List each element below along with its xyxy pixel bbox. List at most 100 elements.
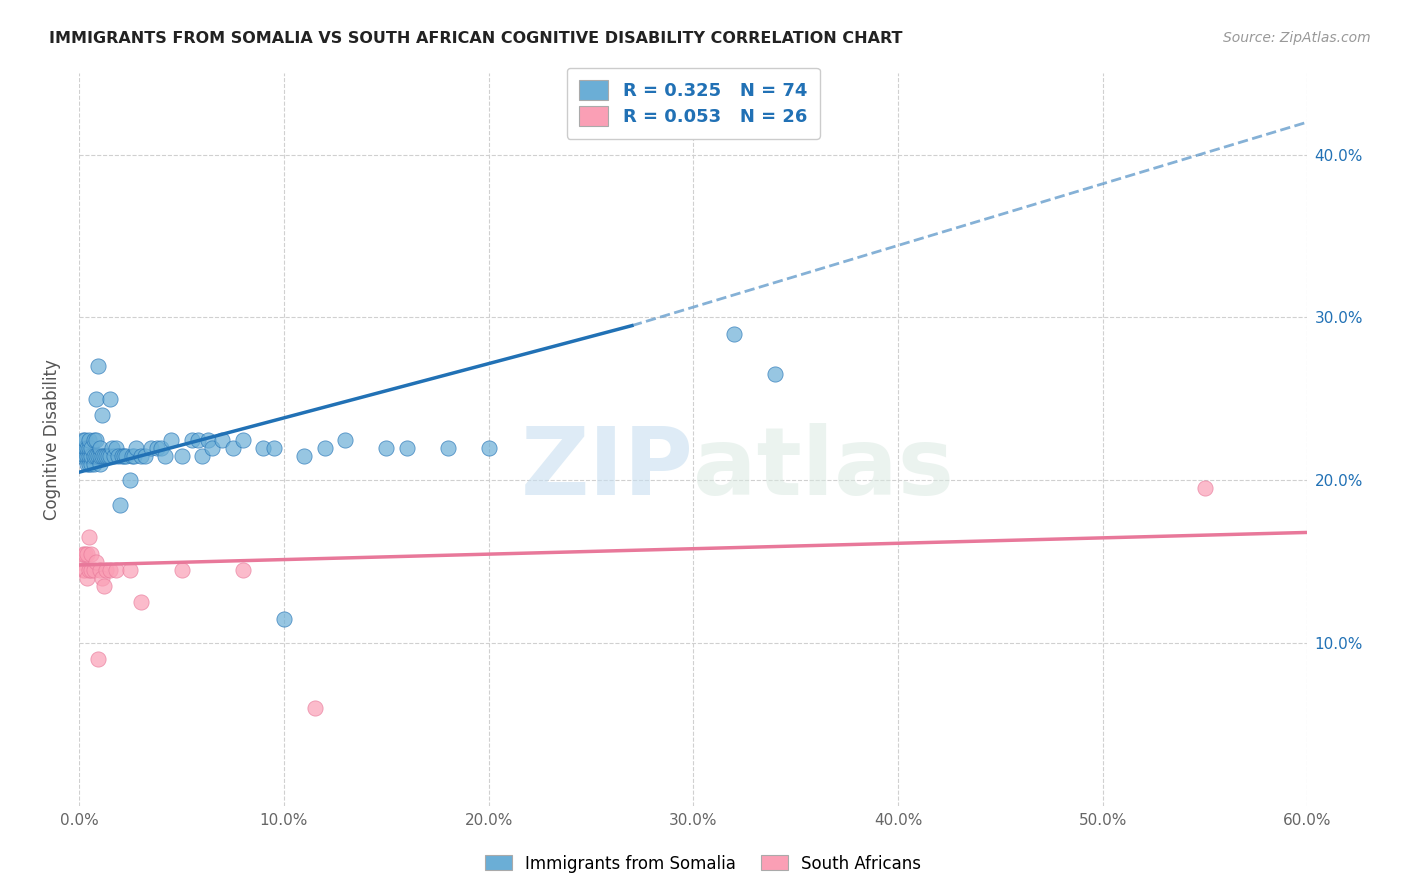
Point bbox=[72, 433, 94, 447]
Point bbox=[72, 441, 94, 455]
Point bbox=[129, 449, 152, 463]
Text: Source: ZipAtlas.com: Source: ZipAtlas.com bbox=[1223, 31, 1371, 45]
Point bbox=[180, 433, 202, 447]
Point bbox=[80, 449, 103, 463]
Point bbox=[79, 563, 101, 577]
Point bbox=[153, 449, 176, 463]
Point bbox=[723, 326, 745, 341]
Point bbox=[107, 449, 129, 463]
Point bbox=[84, 555, 107, 569]
Point bbox=[105, 563, 128, 577]
Point bbox=[222, 441, 245, 455]
Point bbox=[84, 449, 107, 463]
Point bbox=[304, 701, 326, 715]
Point bbox=[75, 441, 97, 455]
Point bbox=[89, 563, 111, 577]
Point bbox=[89, 457, 111, 471]
Point bbox=[160, 433, 183, 447]
Point bbox=[232, 433, 254, 447]
Point bbox=[84, 392, 107, 406]
Point bbox=[89, 449, 111, 463]
Point bbox=[83, 563, 105, 577]
Point bbox=[86, 359, 108, 374]
Point bbox=[112, 449, 135, 463]
Point bbox=[76, 441, 98, 455]
Point bbox=[84, 433, 107, 447]
Point bbox=[134, 449, 156, 463]
Point bbox=[86, 652, 108, 666]
Point bbox=[120, 473, 142, 487]
Point bbox=[90, 571, 112, 585]
Point bbox=[72, 547, 94, 561]
Point bbox=[76, 571, 98, 585]
Point bbox=[70, 555, 93, 569]
Point bbox=[111, 449, 134, 463]
Point bbox=[98, 563, 121, 577]
Point bbox=[80, 547, 103, 561]
Point bbox=[211, 433, 233, 447]
Point bbox=[70, 449, 93, 463]
Point bbox=[124, 449, 146, 463]
Point bbox=[121, 449, 143, 463]
Point bbox=[139, 441, 162, 455]
Point bbox=[90, 449, 112, 463]
Point bbox=[80, 457, 103, 471]
Point bbox=[89, 441, 111, 455]
Point bbox=[80, 441, 103, 455]
Point bbox=[79, 449, 101, 463]
Point bbox=[191, 449, 214, 463]
Point bbox=[763, 368, 786, 382]
Text: atlas: atlas bbox=[693, 423, 955, 515]
Point bbox=[79, 530, 101, 544]
Point bbox=[83, 457, 105, 471]
Point bbox=[83, 449, 105, 463]
Point bbox=[436, 441, 458, 455]
Point bbox=[98, 392, 121, 406]
Point bbox=[478, 441, 501, 455]
Text: ZIP: ZIP bbox=[520, 423, 693, 515]
Point bbox=[252, 441, 274, 455]
Point bbox=[1194, 482, 1216, 496]
Point bbox=[79, 457, 101, 471]
Point bbox=[150, 441, 173, 455]
Point bbox=[72, 563, 94, 577]
Point bbox=[115, 449, 138, 463]
Point bbox=[146, 441, 169, 455]
Point bbox=[232, 563, 254, 577]
Point bbox=[263, 441, 285, 455]
Point bbox=[187, 433, 209, 447]
Point bbox=[201, 441, 224, 455]
Point bbox=[129, 595, 152, 609]
Point bbox=[103, 449, 125, 463]
Legend: R = 0.325   N = 74, R = 0.053   N = 26: R = 0.325 N = 74, R = 0.053 N = 26 bbox=[567, 68, 820, 139]
Point bbox=[197, 433, 219, 447]
Point bbox=[75, 449, 97, 463]
Point bbox=[97, 449, 120, 463]
Point bbox=[98, 449, 121, 463]
Point bbox=[170, 563, 193, 577]
Point bbox=[93, 449, 115, 463]
Point bbox=[75, 563, 97, 577]
Point bbox=[76, 449, 98, 463]
Point bbox=[273, 612, 295, 626]
Y-axis label: Cognitive Disability: Cognitive Disability bbox=[44, 359, 60, 520]
Point bbox=[76, 457, 98, 471]
Point bbox=[90, 408, 112, 422]
Point bbox=[79, 441, 101, 455]
Point bbox=[75, 547, 97, 561]
Point bbox=[170, 449, 193, 463]
Point bbox=[105, 441, 128, 455]
Point bbox=[375, 441, 398, 455]
Point bbox=[292, 449, 315, 463]
Point bbox=[395, 441, 418, 455]
Text: IMMIGRANTS FROM SOMALIA VS SOUTH AFRICAN COGNITIVE DISABILITY CORRELATION CHART: IMMIGRANTS FROM SOMALIA VS SOUTH AFRICAN… bbox=[49, 31, 903, 46]
Point bbox=[335, 433, 357, 447]
Point bbox=[314, 441, 336, 455]
Point bbox=[125, 441, 148, 455]
Point bbox=[93, 579, 115, 593]
Point bbox=[76, 547, 98, 561]
Point bbox=[75, 433, 97, 447]
Point bbox=[80, 563, 103, 577]
Point bbox=[120, 563, 142, 577]
Point bbox=[94, 563, 117, 577]
